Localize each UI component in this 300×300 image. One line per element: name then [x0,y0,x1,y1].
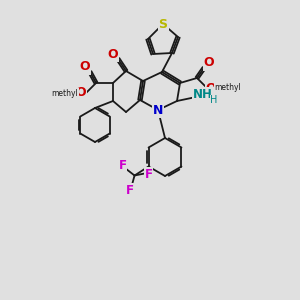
Text: methyl: methyl [52,88,78,98]
Text: O: O [204,56,214,70]
Text: O: O [108,47,118,61]
Text: H: H [210,95,218,105]
Text: O: O [206,82,216,94]
Text: F: F [145,168,152,181]
Text: F: F [125,184,134,197]
Text: NH: NH [193,88,213,100]
Text: F: F [118,159,127,172]
Text: N: N [153,103,163,116]
Text: S: S [158,17,167,31]
Text: methyl: methyl [214,82,242,91]
Text: O: O [80,61,90,74]
Text: O: O [76,86,86,100]
